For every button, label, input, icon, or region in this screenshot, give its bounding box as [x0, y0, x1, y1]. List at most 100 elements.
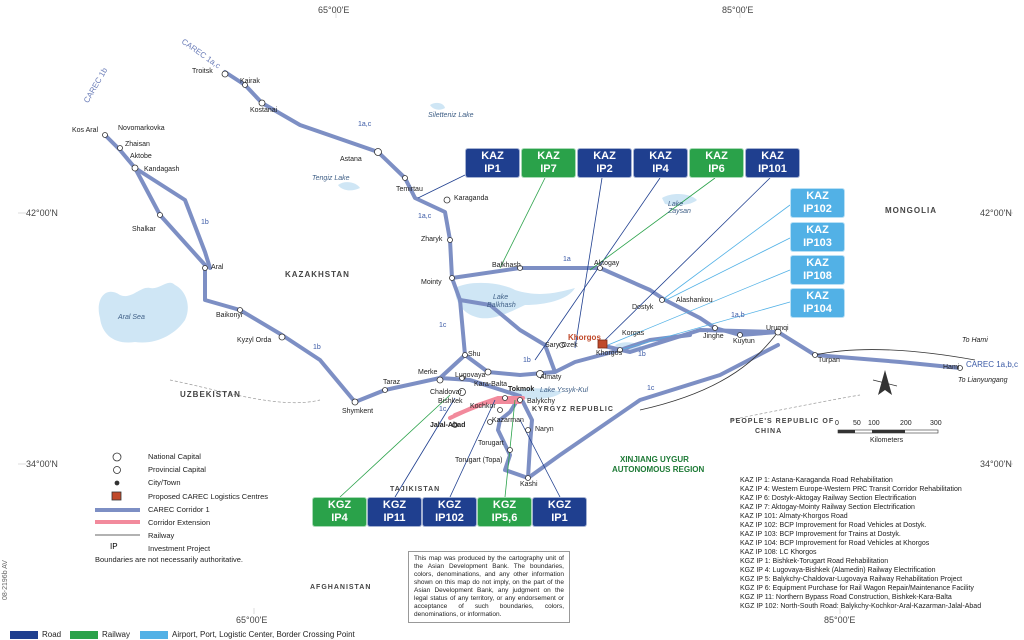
corridor-label-carec-1abc: CAREC 1a,b,c: [966, 360, 1019, 369]
lake-siletteniz-label: Siletteniz Lake: [428, 112, 474, 119]
project-item: KAZ IP 104: BCP Improvement for Road Veh…: [740, 540, 930, 547]
corridor-label-1ac-b: 1a,c: [418, 213, 432, 220]
city-shu: Shu: [468, 351, 481, 358]
badge-kaz-ip104[interactable]: KAZ IP104: [790, 288, 845, 318]
railway-swatch: [70, 630, 98, 639]
region-prc-2: CHINA: [755, 428, 783, 435]
city-kashi: Kashi: [520, 481, 538, 488]
badge-kgz-ip1[interactable]: KGZ IP1: [532, 497, 587, 527]
corridor-label-1ac-a: 1a,c: [358, 121, 372, 128]
city-temirtau: Temirtau: [396, 186, 423, 193]
project-item: KGZ IP 5: Balykchy-Chaldovar-Lugovaya Ra…: [740, 576, 963, 583]
lat-34-left: 34°00'N: [26, 459, 58, 469]
legend-logistics: Proposed CAREC Logistics Centres: [148, 492, 269, 501]
city-aktogay: Aktogay: [594, 260, 620, 267]
city-novomarkovka: Novomarkovka: [118, 125, 165, 132]
badge-kaz-ip102[interactable]: KAZ IP102: [790, 188, 845, 218]
city-dostyk: Dostyk: [632, 304, 654, 311]
lat-42-right: 42°00'N: [980, 208, 1012, 218]
project-item: KGZ IP 4: Lugovaya-Bishkek (Alamedin) Ra…: [740, 567, 936, 574]
legend-investment: Investment Project: [148, 544, 211, 553]
region-xinjiang-2: AUTONOMOUS REGION: [612, 465, 705, 474]
project-item: KGZ IP 1: Bishkek-Torugart Road Rehabili…: [740, 558, 889, 565]
legend-corridor1: CAREC Corridor 1: [148, 505, 210, 514]
city-kuytun: Kuytun: [733, 338, 755, 345]
city-khorgos-logistics: Khorgos: [568, 333, 601, 342]
city-to-hami: To Hami: [962, 337, 988, 344]
city-karaganda: Karaganda: [454, 195, 489, 202]
city-zharyk: Zharyk: [421, 236, 443, 243]
legend-national-capital: National Capital: [148, 452, 201, 461]
city-chaldovar: Chaldovar: [430, 389, 462, 396]
badge-kgz-ip56[interactable]: KGZ IP5,6: [477, 497, 532, 527]
city-kochkor: Kochkor: [470, 403, 496, 410]
badge-kaz-ip6[interactable]: KAZ IP6: [689, 148, 744, 178]
city-mointy: Mointy: [421, 279, 442, 286]
region-tajikistan: TAJIKISTAN: [390, 486, 441, 493]
city-urumqi: Urumqi: [766, 325, 789, 332]
city-tokmok: Tokmok: [508, 386, 535, 393]
badge-kaz-ip108[interactable]: KAZ IP108: [790, 255, 845, 285]
region-prc-1: PEOPLE'S REPUBLIC OF: [730, 418, 835, 425]
badge-kaz-ip1[interactable]: KAZ IP1: [465, 148, 520, 178]
legend-extension: Corridor Extension: [148, 518, 211, 527]
airport-swatch: [140, 630, 168, 639]
project-item: KAZ IP 108: LC Khorgos: [740, 549, 817, 556]
city-zhaisan: Zhaisan: [125, 141, 150, 148]
city-kostanai: Kostanai: [250, 107, 278, 114]
project-item: KAZ IP 1: Astana-Karaganda Road Rehabili…: [740, 477, 893, 484]
disclaimer: This map was produced by the cartography…: [408, 551, 570, 623]
corridor-label-1ab: 1a,b: [731, 312, 745, 319]
badge-kaz-ip103[interactable]: KAZ IP103: [790, 222, 845, 252]
scale-bar: [837, 429, 939, 434]
city-kairak: Kairak: [240, 78, 260, 85]
badge-kaz-ip2[interactable]: KAZ IP2: [577, 148, 632, 178]
city-troitsk: Troitsk: [192, 68, 213, 75]
city-kyzyl-orda: Kyzyl Orda: [237, 337, 272, 344]
city-balykchy: Balykchy: [527, 398, 556, 405]
city-jinghe: Jinghe: [703, 333, 724, 340]
city-torugart: Torugart: [478, 440, 504, 447]
scale-300: 300: [930, 420, 942, 427]
project-item: KAZ IP 6: Dostyk-Aktogay Railway Section…: [740, 495, 917, 502]
investment-icon: IP: [110, 542, 118, 551]
scale-50: 50: [853, 420, 861, 427]
corridor-extension: [448, 396, 525, 420]
city-hami: Hami: [943, 364, 960, 371]
lake-zaysan-label-2: Zaysan: [668, 208, 691, 215]
scale-100: 100: [868, 420, 880, 427]
region-kyrgyz: KYRGYZ REPUBLIC: [532, 406, 614, 413]
badge-kgz-ip4[interactable]: KGZ IP4: [312, 497, 367, 527]
lat-34-right: 34°00'N: [980, 459, 1012, 469]
lon-85-bottom: 85°00'E: [824, 615, 856, 625]
city-almaty: Almaty: [540, 374, 562, 381]
bottom-legend-road: Road: [10, 630, 61, 639]
badge-kaz-ip4[interactable]: KAZ IP4: [633, 148, 688, 178]
city-korgas: Korgas: [622, 330, 645, 337]
map-id: 08-2196b AV: [2, 560, 9, 600]
khorgos-logistics-centre: [597, 339, 608, 349]
badge-kaz-ip101[interactable]: KAZ IP101: [745, 148, 800, 178]
project-item: KGZ IP 11: Northern Bypass Road Construc…: [740, 594, 952, 601]
graticule: [18, 12, 1013, 614]
city-kara-balta: Kara-Balta: [474, 381, 508, 388]
region-xinjiang-1: XINJIANG UYGUR: [620, 455, 689, 464]
project-item: KAZ IP 102: BCP Improvement for Road Veh…: [740, 522, 927, 529]
lake-balkhash-label-1: Lake: [493, 294, 509, 301]
badge-kgz-ip11[interactable]: KGZ IP11: [367, 497, 422, 527]
city-balkhash: Balkhash: [492, 262, 521, 269]
city-baikonyr: Baikonyr: [216, 312, 244, 319]
badge-kgz-ip102[interactable]: KGZ IP102: [422, 497, 477, 527]
city-torugart-topa: Torugart (Topa): [455, 457, 503, 464]
legend-city-town: City/Town: [148, 478, 181, 487]
city-astana: Astana: [340, 156, 362, 163]
tengiz-lake: [338, 182, 360, 191]
city-shymkent: Shymkent: [342, 408, 374, 415]
region-afghanistan: AFGHANISTAN: [310, 584, 372, 591]
scale-0: 0: [835, 420, 839, 427]
corridor-label-1c-c: 1c: [647, 385, 655, 392]
project-item: KAZ IP 7: Aktogay-Mointy Railway Section…: [740, 504, 915, 511]
badge-kaz-ip7[interactable]: KAZ IP7: [521, 148, 576, 178]
project-item: KAZ IP 4: Western Europe-Western PRC Tra…: [740, 486, 962, 493]
road-swatch: [10, 630, 38, 639]
